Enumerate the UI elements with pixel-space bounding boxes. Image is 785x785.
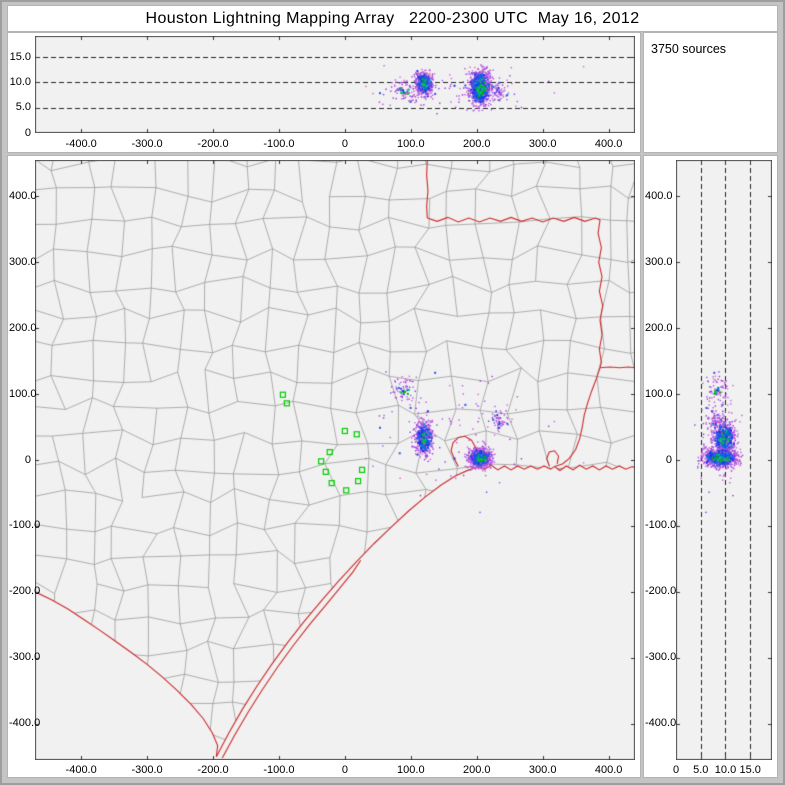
plan-view-map-panel: -400.0 -300.0 -200.0 -100.0 0 100.0 200.0 300.0… xyxy=(7,155,641,778)
sources-count-label: 3750 sources xyxy=(651,42,727,56)
ew-tick-label: 400.0 xyxy=(594,138,623,150)
ew-tick-label: 200.0 xyxy=(462,764,491,776)
ns-tick-label: -300.0 xyxy=(645,651,677,664)
ns-tick-label: 400.0 xyxy=(9,189,37,202)
ns-tick-label: -300.0 xyxy=(9,651,41,664)
page-title: Houston Lightning Mapping Array 2200-230… xyxy=(145,9,640,27)
alt-tick-label: 10.0 xyxy=(714,764,737,776)
ew-tick-label: -100.0 xyxy=(263,138,295,150)
altitude-northsouth-plot[interactable] xyxy=(676,160,772,760)
ns-tick-label: 0 xyxy=(665,453,672,466)
altitude-vs-eastwest-panel: -400.0 -300.0 -200.0 -100.0 0 100.0 200.0 300.0… xyxy=(7,32,641,153)
ns-tick-label: 100.0 xyxy=(9,387,37,400)
ew-tick-label: 200.0 xyxy=(462,138,491,150)
alt-tick-label: 0 xyxy=(24,126,31,139)
alt-tick-label: 15.0 xyxy=(9,50,31,63)
ns-tick-label: 200.0 xyxy=(645,321,673,334)
title-bar: Houston Lightning Mapping Array 2200-230… xyxy=(7,5,778,32)
ew-tick-label: -300.0 xyxy=(131,138,163,150)
ew-tick-label: 300.0 xyxy=(528,138,557,150)
alt-tick-label: 5.0 xyxy=(693,764,709,776)
ns-tick-label: 100.0 xyxy=(645,387,673,400)
ew-tick-label: 0 xyxy=(341,138,348,150)
ew-tick-label: -400.0 xyxy=(65,764,97,776)
ew-tick-label: 300.0 xyxy=(528,764,557,776)
alt-tick-label: 15.0 xyxy=(739,764,761,776)
ns-tick-label: -100.0 xyxy=(645,519,677,532)
ns-tick-label: 0 xyxy=(24,453,31,466)
ns-tick-label: -100.0 xyxy=(9,519,41,532)
altitude-vs-northsouth-panel: 0 5.0 10.0 15.0 400.0 300.0 200.0 100.0 0 -100.0 -… xyxy=(643,155,778,778)
ns-tick-label: -400.0 xyxy=(645,717,677,730)
ns-tick-label: -200.0 xyxy=(645,585,677,598)
alt-tick-label: 5.0 xyxy=(15,101,31,114)
plan-view-map-plot[interactable] xyxy=(35,160,635,760)
alt-tick-label: 0 xyxy=(672,764,680,776)
ew-tick-label: -100.0 xyxy=(263,764,295,776)
ew-tick-label: -400.0 xyxy=(65,138,97,150)
altitude-eastwest-plot[interactable] xyxy=(35,36,635,133)
ew-tick-label: 100.0 xyxy=(397,138,425,150)
ns-tick-label: 300.0 xyxy=(9,255,37,268)
ns-tick-label: -400.0 xyxy=(9,717,41,730)
ew-tick-label: -300.0 xyxy=(131,764,163,776)
ew-tick-label: 400.0 xyxy=(594,764,623,776)
alt-tick-label: 10.0 xyxy=(9,75,31,88)
ns-tick-label: 400.0 xyxy=(645,189,673,202)
ew-tick-label: -200.0 xyxy=(197,138,229,150)
sources-count-box: 3750 sources xyxy=(643,32,778,153)
ew-tick-label: 0 xyxy=(341,764,348,776)
ns-tick-label: 200.0 xyxy=(9,321,37,334)
ew-tick-label: 100.0 xyxy=(397,764,425,776)
ns-tick-label: -200.0 xyxy=(9,585,41,598)
ns-tick-label: 300.0 xyxy=(645,255,673,268)
ew-tick-label: -200.0 xyxy=(197,764,229,776)
